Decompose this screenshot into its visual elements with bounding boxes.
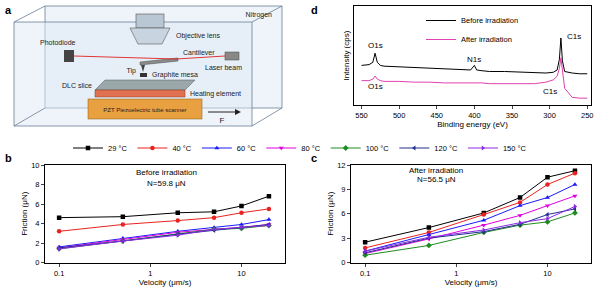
svg-text:40 °C: 40 °C <box>172 144 191 153</box>
svg-text:60 °C: 60 °C <box>237 144 256 153</box>
svg-text:PZT Piezoelectric tube scanner: PZT Piezoelectric tube scanner <box>103 107 186 113</box>
svg-text:N=59.8 μN: N=59.8 μN <box>147 179 186 188</box>
svg-text:Velocity (μm/s): Velocity (μm/s) <box>445 278 498 287</box>
svg-text:2: 2 <box>35 239 39 248</box>
svg-text:250: 250 <box>581 111 594 120</box>
svg-text:0.1: 0.1 <box>54 269 64 278</box>
svg-text:Binding energy (eV): Binding energy (eV) <box>437 120 508 129</box>
svg-text:9: 9 <box>341 185 345 194</box>
svg-text:F: F <box>220 116 225 125</box>
svg-text:O1s: O1s <box>368 82 383 91</box>
svg-text:120 °C: 120 °C <box>434 144 458 153</box>
svg-text:10: 10 <box>31 161 39 170</box>
svg-text:350: 350 <box>506 111 519 120</box>
svg-text:150 °C: 150 °C <box>503 144 527 153</box>
svg-text:Photodiode: Photodiode <box>40 39 76 46</box>
svg-text:After irradiation: After irradiation <box>409 166 463 175</box>
svg-text:6: 6 <box>35 200 39 209</box>
svg-text:Friction (μN): Friction (μN) <box>326 191 335 236</box>
svg-text:Cantilever: Cantilever <box>183 49 215 56</box>
svg-text:80 °C: 80 °C <box>301 144 320 153</box>
svg-text:DLC slice: DLC slice <box>62 82 92 89</box>
svg-text:Before irradiation: Before irradiation <box>136 168 197 177</box>
svg-text:4: 4 <box>35 219 39 228</box>
svg-text:1: 1 <box>454 269 458 278</box>
svg-text:Objective lens: Objective lens <box>176 32 220 40</box>
svg-text:100 °C: 100 °C <box>366 144 390 153</box>
svg-text:1: 1 <box>148 269 152 278</box>
svg-text:500: 500 <box>393 111 406 120</box>
svg-text:450: 450 <box>431 111 444 120</box>
svg-text:6: 6 <box>341 209 345 218</box>
svg-text:a: a <box>5 4 12 16</box>
svg-text:3: 3 <box>341 234 345 243</box>
svg-text:Laser beam: Laser beam <box>205 64 242 71</box>
svg-text:300: 300 <box>543 111 556 120</box>
svg-text:O1s: O1s <box>368 41 383 50</box>
svg-text:N1s: N1s <box>467 55 481 64</box>
svg-text:0.1: 0.1 <box>360 269 370 278</box>
svg-text:12: 12 <box>337 161 345 170</box>
svg-text:C1s: C1s <box>543 87 557 96</box>
svg-text:550: 550 <box>355 111 368 120</box>
svg-text:Before irradiation: Before irradiation <box>461 16 518 25</box>
svg-text:Nitrogen: Nitrogen <box>246 11 273 19</box>
svg-text:Heating element: Heating element <box>190 90 241 98</box>
svg-text:c: c <box>311 152 317 164</box>
svg-text:0: 0 <box>341 258 345 267</box>
svg-text:After irradiation: After irradiation <box>461 35 512 44</box>
svg-text:8: 8 <box>35 180 39 189</box>
svg-text:10: 10 <box>543 269 551 278</box>
svg-text:d: d <box>311 4 318 16</box>
svg-text:Friction (μN): Friction (μN) <box>20 191 29 236</box>
svg-text:10: 10 <box>237 269 245 278</box>
svg-text:b: b <box>5 152 12 164</box>
svg-text:N=56.5 μN: N=56.5 μN <box>417 175 456 184</box>
svg-text:400: 400 <box>468 111 481 120</box>
svg-text:29 °C: 29 °C <box>108 144 127 153</box>
svg-text:Tip: Tip <box>127 67 137 75</box>
svg-text:Graphite mesa: Graphite mesa <box>152 71 198 79</box>
svg-text:Velocity (μm/s): Velocity (μm/s) <box>139 278 192 287</box>
svg-text:0: 0 <box>35 258 39 267</box>
svg-text:Intensity (cps): Intensity (cps) <box>342 30 351 80</box>
svg-text:C1s: C1s <box>567 32 581 41</box>
